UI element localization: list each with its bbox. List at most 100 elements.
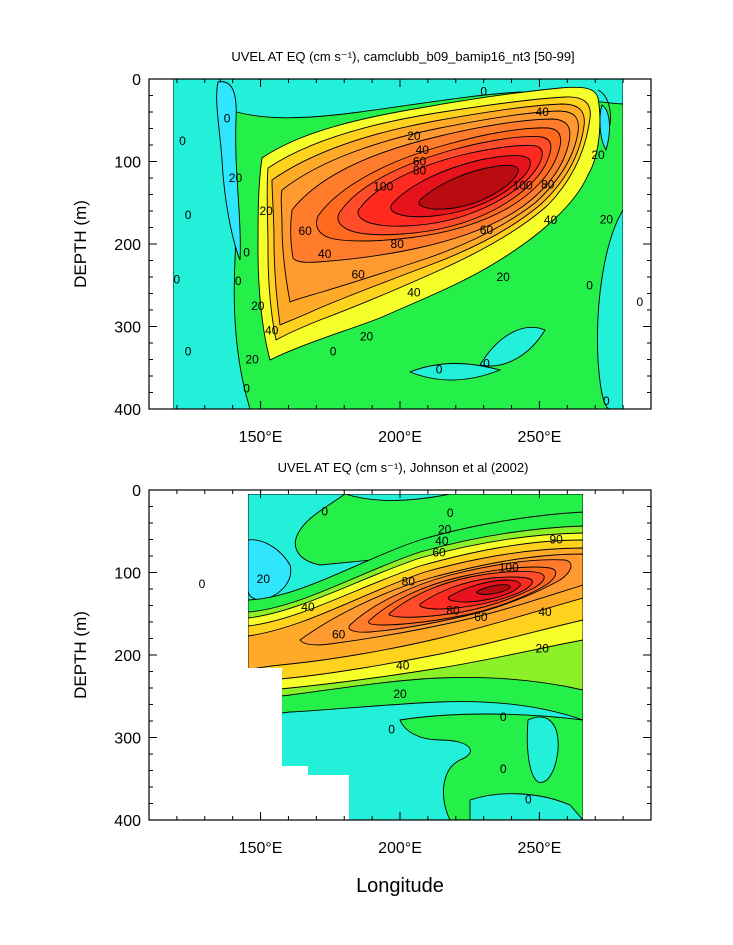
x-tick-label: 150°E (239, 429, 283, 446)
contour-label: 0 (174, 272, 181, 286)
contour-label: 0 (224, 112, 231, 126)
panel1-title: UVEL AT EQ (cm s⁻¹), camclubb_b09_bamip1… (231, 49, 574, 64)
contour-label: 20 (229, 171, 243, 185)
contour-label: 0 (586, 278, 593, 292)
panel2-title: UVEL AT EQ (cm s⁻¹), Johnson et al (2002… (278, 460, 529, 475)
contour-label: 20 (407, 129, 421, 143)
y-tick-label: 300 (114, 320, 141, 337)
y-tick-label: 200 (114, 237, 141, 254)
contour-label: 0 (243, 245, 250, 259)
contour-label: 0 (235, 274, 242, 288)
contour-label: 40 (416, 143, 430, 157)
contour-label: 0 (330, 344, 337, 358)
contour-label: 0 (436, 362, 443, 376)
contour-label: 0 (185, 344, 192, 358)
contour-label: 0 (447, 506, 454, 520)
y-tick-label: 400 (114, 402, 141, 419)
contour-label: 20 (257, 572, 271, 586)
contour-label: 0 (637, 295, 644, 309)
y-tick-label: 200 (114, 648, 141, 665)
contour-label: 0 (179, 134, 186, 148)
contour-label: 40 (318, 247, 332, 261)
fill-cyan-deep (479, 326, 546, 367)
contour-label: 80 (413, 164, 427, 178)
panel2-x-ticks: 150°E 200°E 250°E (239, 490, 562, 857)
contour-label: 0 (321, 504, 328, 518)
panel1-y-axis-label: DEPTH (m) (71, 200, 90, 288)
contour-label: 0 (199, 577, 206, 591)
fill-110 (418, 164, 519, 210)
contour-label: 40 (407, 286, 421, 300)
contour-label: 0 (243, 381, 250, 395)
contour-label: 20 (600, 212, 614, 226)
contour-label: 80 (446, 603, 460, 617)
panel-model: UVEL AT EQ (cm s⁻¹), camclubb_b09_bamip1… (71, 49, 652, 446)
panel-observations: UVEL AT EQ (cm s⁻¹), Johnson et al (2002… (71, 460, 652, 897)
contour-label: 40 (536, 105, 550, 119)
contour-label: 0 (480, 84, 487, 98)
y-tick-label: 0 (132, 72, 141, 89)
panel1-x-ticks: 150°E 200°E 250°E (239, 79, 562, 446)
y-tick-label: 300 (114, 731, 141, 748)
fill-cyan-deep2b (526, 716, 559, 783)
fill-cyan-deep2c (469, 793, 583, 820)
contour-label: 90 (549, 533, 563, 547)
x-tick-label: 250°E (518, 429, 562, 446)
contour-label: 0 (603, 394, 610, 408)
x-tick-label: 250°E (518, 840, 562, 857)
contour-label: 20 (246, 353, 260, 367)
contour-label: 60 (480, 223, 494, 237)
contour-label: 80 (391, 237, 405, 251)
x-tick-label: 150°E (239, 840, 283, 857)
contour-label: 20 (259, 204, 273, 218)
contour-label: 0 (185, 208, 192, 222)
x-axis-label: Longitude (356, 875, 444, 897)
contour-label: 40 (265, 324, 279, 338)
contour-label: 0 (525, 792, 532, 806)
panel2-y-axis-label: DEPTH (m) (71, 611, 90, 699)
contour-label: 40 (396, 659, 410, 673)
contour-label: 100 (513, 178, 533, 192)
contour-label: 0 (483, 357, 490, 371)
y-tick-label: 100 (114, 566, 141, 583)
contour-label: 40 (538, 605, 552, 619)
contour-label: 20 (360, 329, 374, 343)
contour-label: 40 (301, 600, 315, 614)
fill-lightblue-w2 (248, 539, 292, 601)
y-tick-label: 0 (132, 483, 141, 500)
contour-label: 60 (432, 546, 446, 560)
contour-label: 60 (413, 155, 427, 169)
y-tick-label: 100 (114, 155, 141, 172)
contour-label: 60 (332, 627, 346, 641)
contour-label: 100 (373, 179, 393, 193)
panel2-contour-fills (248, 494, 583, 820)
contour-label: 100 (499, 561, 519, 575)
fill-110-2 (476, 584, 511, 595)
y-tick-label: 400 (114, 813, 141, 830)
contour-label: 0 (388, 722, 395, 736)
contour-label: 20 (591, 148, 605, 162)
contour-label: 0 (500, 762, 507, 776)
contour-label: 60 (351, 268, 365, 282)
contour-label: 40 (544, 213, 558, 227)
contour-label: 80 (402, 575, 416, 589)
fill-cyan-deep2 (408, 363, 502, 381)
fill-east-band (597, 89, 611, 126)
contour-label: 40 (435, 534, 449, 548)
contour-label: 60 (298, 224, 312, 238)
x-tick-label: 200°E (378, 429, 422, 446)
contour-label: 20 (251, 299, 265, 313)
x-tick-label: 200°E (378, 840, 422, 857)
contour-label: 80 (541, 178, 555, 192)
panel1-contour-fills (173, 79, 623, 409)
contour-label: 20 (536, 641, 550, 655)
contour-label: 20 (393, 687, 407, 701)
contour-label: 60 (474, 610, 488, 624)
contour-label: 0 (500, 710, 507, 724)
fill-cyan-east (597, 209, 623, 409)
contour-label: 20 (438, 523, 452, 537)
